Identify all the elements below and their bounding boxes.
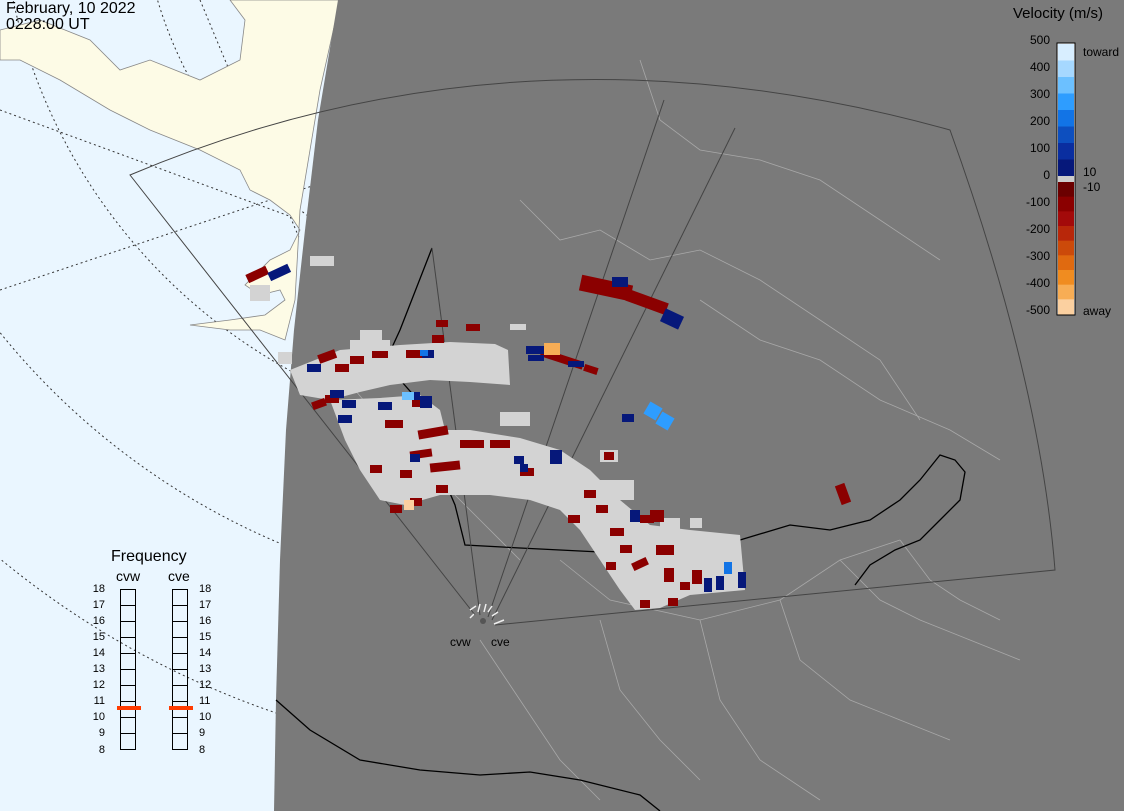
frequency-title: Frequency	[111, 548, 187, 565]
colorbar-segment-toward	[1058, 93, 1074, 111]
frequency-level-label: 18	[92, 583, 105, 595]
frequency-level-label: 14	[92, 647, 105, 660]
frequency-level-label: 10	[92, 711, 105, 724]
frequency-level-label: 13	[199, 663, 212, 676]
site-label-cve: cve	[491, 635, 510, 649]
colorbar-title: Velocity (m/s)	[1013, 5, 1104, 22]
frequency-cell	[172, 589, 188, 606]
frequency-level-label: 11	[199, 695, 211, 708]
colorbar-tick-label: 200	[1029, 114, 1050, 128]
colorbar-segment-away	[1058, 226, 1074, 242]
frequency-marker	[117, 706, 141, 711]
colorbar-tick-label: 500	[1029, 33, 1050, 47]
frequency-marker	[169, 706, 193, 711]
night-region	[274, 0, 1124, 811]
frequency-level-label: 16	[199, 615, 212, 628]
threshold-pos-label: 10	[1083, 165, 1097, 179]
colorbar-tick-label: 100	[1029, 141, 1050, 155]
frequency-level-label: 13	[92, 663, 105, 676]
province-lines	[329, 59, 1021, 801]
colorbar-tick-label: 300	[1029, 87, 1050, 101]
frequency-cell	[120, 589, 136, 606]
time-label: 0228:00 UT	[6, 16, 90, 33]
frequency-cell	[172, 717, 188, 734]
colorbar-segment-toward	[1058, 60, 1074, 78]
frequency-radar-cvw: cvw	[116, 568, 141, 584]
threshold-neg-label: -10	[1083, 180, 1101, 194]
frequency-level-label: 9	[98, 727, 105, 740]
colorbar-segment-toward	[1058, 77, 1074, 94]
frequency-cell	[120, 653, 136, 670]
colorbar-segment-toward	[1058, 159, 1074, 177]
scatter-mid-toward	[402, 343, 732, 574]
colorbar-segment-away	[1058, 240, 1074, 256]
frequency-scale-cvw	[120, 589, 136, 776]
colorbar-tick-label: -300	[1025, 249, 1050, 263]
colorbar-segment-toward	[1058, 143, 1074, 160]
frequency-level-label: 8	[199, 743, 206, 756]
colorbar-segment-gap	[1058, 176, 1074, 182]
colorbar-tick-label: 400	[1029, 60, 1050, 74]
colorbar-segment-away	[1058, 255, 1074, 271]
colorbar-segment-toward	[1058, 44, 1074, 61]
frequency-level-label: 10	[199, 711, 212, 724]
frequency-level-label: 11	[93, 695, 105, 708]
frequency-level-label: 12	[92, 679, 105, 692]
frequency-cell	[172, 621, 188, 638]
frequency-level-label: 16	[92, 615, 105, 628]
frequency-cell	[120, 669, 136, 686]
colorbar-segment-toward	[1058, 126, 1074, 144]
site-label-cvw: cvw	[450, 635, 471, 649]
frequency-level-label: 12	[199, 679, 212, 692]
colorbar-segment-away	[1058, 211, 1074, 227]
frequency-level-label: 15	[92, 631, 105, 644]
frequency-radar-cve: cve	[168, 568, 190, 584]
toward-label: toward	[1083, 45, 1120, 59]
frequency-cell	[120, 733, 136, 750]
alaska-land	[0, 0, 341, 341]
colorbar-tick-label: -200	[1025, 222, 1050, 236]
frequency-cell	[120, 621, 136, 638]
frequency-cell	[172, 669, 188, 686]
colorbar-segment-away	[1058, 270, 1074, 286]
date-label: February, 10 2022	[6, 0, 136, 17]
scatter-grey	[250, 256, 745, 610]
frequency-cell	[120, 637, 136, 654]
frequency-level-label: 17	[92, 599, 105, 612]
colorbar-segment-away	[1058, 299, 1074, 315]
frequency-cell	[172, 637, 188, 654]
colorbar-tick-label: -500	[1025, 303, 1050, 317]
frequency-scale-cve	[172, 589, 188, 776]
frequency-level-label: 9	[199, 727, 206, 740]
fov-outline	[129, 79, 1056, 626]
frequency-cell	[172, 685, 188, 702]
frequency-cell	[172, 653, 188, 670]
frequency-cell	[120, 685, 136, 702]
frequency-level-label: 17	[199, 599, 212, 612]
radar-sites	[469, 603, 505, 625]
frequency-level-label: 8	[98, 743, 105, 756]
scatter-away	[245, 265, 852, 608]
colorbar-tick-label: -400	[1025, 276, 1050, 290]
colorbar-segment-away	[1058, 182, 1074, 198]
frequency-cell	[120, 605, 136, 622]
colorbar-segment-away	[1058, 284, 1074, 300]
frequency-cell	[172, 733, 188, 750]
frequency-level-label: 14	[199, 647, 212, 660]
frequency-cell	[172, 605, 188, 622]
frequency-cell	[120, 717, 136, 734]
frequency-level-label: 18	[199, 583, 212, 595]
colorbar-segment-away	[1058, 196, 1074, 212]
velocity-colorbar	[1056, 42, 1076, 316]
colorbar-tick-label: -100	[1025, 195, 1050, 209]
away-label: away	[1083, 304, 1112, 318]
colorbar-segment-toward	[1058, 110, 1074, 127]
colorbar-tick-label: 0	[1043, 168, 1050, 182]
frequency-level-label: 15	[199, 631, 212, 644]
